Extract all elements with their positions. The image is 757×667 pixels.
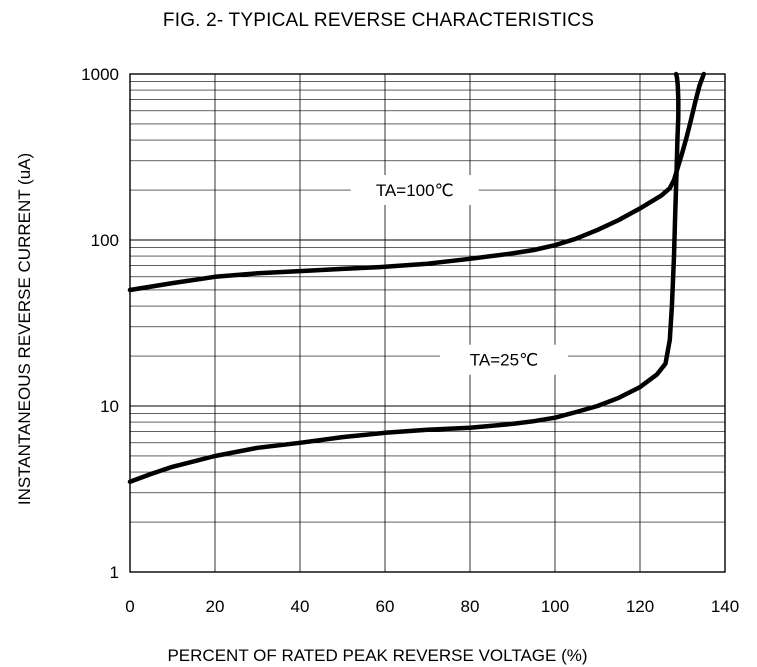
series-annotation: TA=25℃ (470, 351, 538, 370)
x-axis-label: PERCENT OF RATED PEAK REVERSE VOLTAGE (%… (167, 646, 587, 665)
grid-major (130, 74, 725, 572)
annotation-background (440, 344, 568, 375)
series-line-ta-25c (127, 71, 681, 484)
series-layer (127, 71, 707, 484)
series-annotation: TA=100℃ (376, 181, 454, 200)
x-tick-label: 60 (376, 597, 395, 616)
y-tick-label: 1 (110, 563, 119, 582)
annotations: TA=100℃ TA=25℃ (350, 175, 568, 375)
x-tick-labels: 0 20 40 60 80 100 120 140 (125, 597, 739, 616)
series-line-ta-100c (127, 71, 707, 293)
y-axis-label: INSTANTANEOUS REVERSE CURRENT (uA) (15, 153, 34, 505)
y-tick-label: 10 (100, 397, 119, 416)
annotation-background (350, 175, 479, 206)
x-tick-label: 120 (626, 597, 654, 616)
chart-title: FIG. 2- TYPICAL REVERSE CHARACTERISTICS (162, 10, 595, 31)
y-tick-labels: 1 10 100 1000 (81, 65, 119, 582)
x-tick-label: 0 (125, 597, 134, 616)
y-tick-label: 1000 (81, 65, 119, 84)
plot-frame (129, 73, 726, 573)
x-tick-label: 80 (461, 597, 480, 616)
y-tick-label: 100 (91, 231, 119, 250)
x-tick-label: 100 (541, 597, 569, 616)
x-tick-label: 40 (291, 597, 310, 616)
x-tick-label: 140 (711, 597, 739, 616)
x-tick-label: 20 (206, 597, 225, 616)
